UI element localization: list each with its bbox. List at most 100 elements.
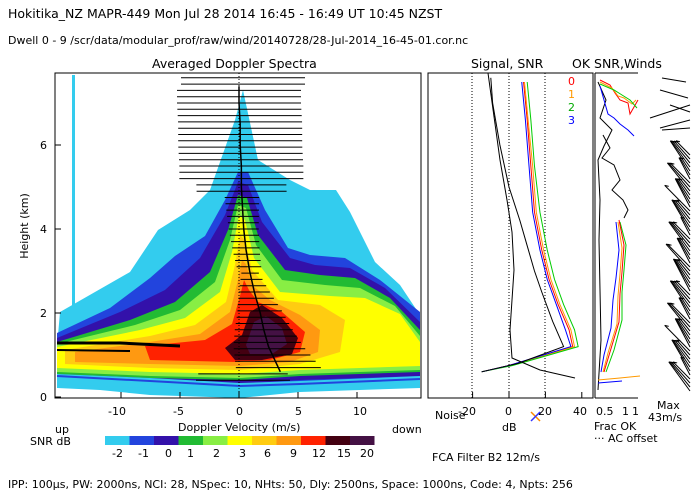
x-tick-10: 10 <box>353 405 367 418</box>
max-label: Max <box>657 399 680 412</box>
wind-arrow-head <box>680 356 685 359</box>
wind-arrow <box>679 297 691 316</box>
wind-arrow <box>675 259 691 280</box>
wind-arrow <box>674 340 691 360</box>
wind-arrow-head <box>677 258 682 261</box>
wind-arrow <box>669 302 691 324</box>
snr-profile-traces <box>471 73 579 398</box>
colorbar-down: down <box>392 423 422 436</box>
snr-x-label: dB <box>502 421 517 434</box>
colorbar-label: 1 <box>187 447 194 460</box>
x-axis-label: Doppler Velocity (m/s) <box>178 421 301 434</box>
wind-arrow <box>680 357 691 376</box>
colorbar-label: 20 <box>360 447 374 460</box>
wind-arrow <box>676 339 691 356</box>
ok-snr-winds-traces <box>597 77 691 392</box>
y-tick-4: 4 <box>40 223 47 236</box>
wind-arrow <box>669 104 691 113</box>
wind-arrow <box>677 178 691 196</box>
wind-arrow-head <box>676 237 682 240</box>
colorbar-swatch <box>178 436 203 445</box>
filter-info: FCA Filter B2 12m/s <box>432 451 540 464</box>
wind-arrow <box>673 340 691 364</box>
wind-arrow <box>670 140 691 168</box>
wind-arrow <box>676 199 691 216</box>
wind-arrow-head <box>670 280 675 283</box>
wind-arrow-head <box>675 140 681 143</box>
spectra-noise-column <box>72 75 75 315</box>
frac-ok-label: Frac OK <box>594 420 637 433</box>
wind-arrow <box>649 104 691 119</box>
snr-x-tick: 20 <box>538 405 552 418</box>
wind-arrow <box>671 339 691 372</box>
wind-arrow-head <box>671 199 676 202</box>
snr-line-3 <box>481 81 572 373</box>
wind-arrow-head <box>675 178 680 181</box>
snr-line-2 <box>481 81 579 373</box>
snr-marker <box>530 411 541 422</box>
wind-arrow <box>675 280 691 296</box>
wind-arrow-head <box>675 280 681 283</box>
x-tick-0: 0 <box>236 405 243 418</box>
wind-arrow-head <box>671 339 676 342</box>
wind-arrow <box>675 140 691 156</box>
wind-arrow <box>674 178 691 208</box>
axis-ticks <box>55 144 583 398</box>
wind-arrow-head <box>680 216 685 219</box>
snr-band-purple <box>246 316 287 354</box>
wind-barbs <box>649 77 691 392</box>
wind-arrow <box>659 89 689 99</box>
colorbar-swatch <box>252 436 277 445</box>
series-label-3: 3 <box>568 114 575 127</box>
wind-arrow <box>673 200 691 224</box>
colorbar-swatch <box>276 436 301 445</box>
colorbar-label: -2 <box>112 447 123 460</box>
colorbar-label: 0 <box>165 447 172 460</box>
series-label-1: 1 <box>568 88 575 101</box>
header-dwell: Dwell 0 - 9 /scr/data/modular_prof/raw/w… <box>8 34 469 47</box>
wind-arrow <box>674 259 691 284</box>
ok-winds-title: OK SNR,Winds <box>572 56 662 71</box>
wind-arrow <box>672 221 691 240</box>
wind-arrow <box>669 140 691 172</box>
snr-colorbar <box>105 436 375 445</box>
header-title: Hokitika_NZ MAPR-449 Mon Jul 28 2014 16:… <box>8 6 443 21</box>
wind-arrow <box>674 318 691 348</box>
wind-arrow <box>669 162 691 184</box>
y-axis-label: Height (km) <box>17 193 31 259</box>
parameter-line: IPP: 100μs, PW: 2000ns, NCI: 28, NSpec: … <box>8 478 573 491</box>
wind-arrow-head <box>673 258 678 261</box>
wind-arrow-head <box>678 157 684 160</box>
wind-arrow-head <box>676 339 681 342</box>
wind-arrow <box>678 237 691 256</box>
colorbar-label: 6 <box>264 447 271 460</box>
y-tick-6: 6 <box>40 139 47 152</box>
wind-arrow-head <box>667 302 672 305</box>
snr-x-tick: 40 <box>573 405 587 418</box>
wind-arrow <box>676 318 691 340</box>
wind-arrow <box>672 339 691 368</box>
wind-arrow <box>677 318 691 336</box>
snr-x-tick: 0 <box>505 405 512 418</box>
colorbar-title: SNR dB <box>30 435 71 448</box>
colorbar-label: -1 <box>138 447 149 460</box>
x-tick-neg10: -10 <box>108 405 126 418</box>
wind-arrow <box>677 238 691 260</box>
wind-arrow <box>661 77 687 83</box>
colorbar-swatch <box>301 436 326 445</box>
ac-offset-label: ··· AC offset <box>594 432 658 445</box>
wind-arrow <box>671 199 691 232</box>
spectra-title: Averaged Doppler Spectra <box>152 56 317 71</box>
spectra-frame <box>54 72 422 399</box>
wind-arrow <box>676 237 691 264</box>
ok-x-tick-max: 1 <box>632 405 639 418</box>
colorbar-label: 12 <box>312 447 326 460</box>
colorbar-swatch <box>154 436 179 445</box>
x-tick-neg5: -5 <box>173 405 184 418</box>
wind-arrow <box>668 221 691 252</box>
series-label-0: 0 <box>568 75 575 88</box>
wind-arrow <box>670 361 691 384</box>
colorbar-swatch <box>105 436 130 445</box>
y-tick-0: 0 <box>40 391 47 404</box>
